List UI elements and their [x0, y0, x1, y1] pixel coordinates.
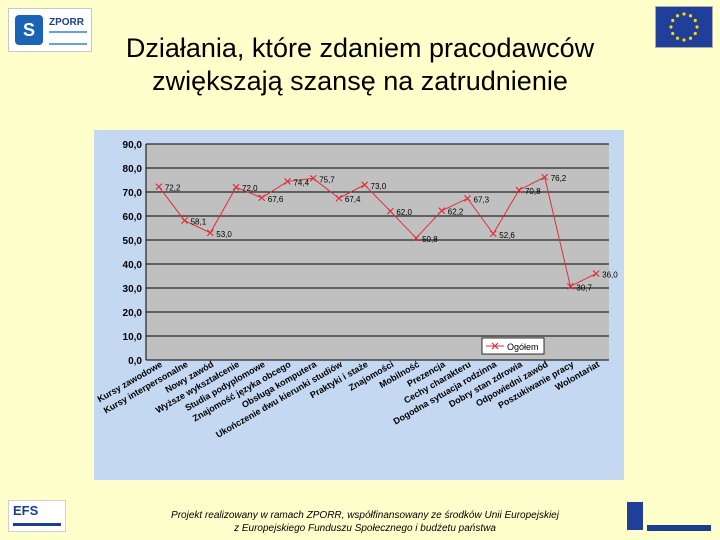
data-point: [541, 173, 549, 181]
eu-star: [688, 14, 693, 18]
y-tick-label: 50,0: [123, 236, 143, 247]
plot-area: [146, 144, 609, 360]
data-point: [155, 183, 163, 191]
data-label: 72,2: [165, 184, 181, 193]
legend-marker: [491, 342, 499, 350]
data-label: 75,7: [319, 175, 335, 184]
zporr-logo-text: ZPORR: [49, 17, 84, 28]
eu-star: [675, 36, 680, 40]
line-chart: 0,0 10,0 20,0 30,0 40,0 50,0 60,0 70,0 80,0 90,0 K…: [94, 130, 624, 480]
data-label: 62,0: [396, 208, 412, 217]
eu-flag-logo: [655, 6, 713, 48]
series-line-ogolem: [158, 176, 597, 288]
data-point: [284, 178, 291, 185]
data-label: 36,0: [602, 271, 618, 280]
eu-star: [693, 31, 697, 36]
data-point: [438, 207, 446, 215]
eu-star: [675, 14, 680, 18]
zporr-logo: S ZPORR: [8, 8, 92, 52]
data-point: [335, 194, 343, 202]
efs-logo-bar: [13, 523, 61, 526]
zporr-logo-mark: S: [15, 15, 43, 45]
data-point: [412, 234, 420, 242]
title-line-2: zwiększają szansę na zatrudnienie: [152, 66, 568, 96]
data-label: 30,7: [576, 283, 592, 292]
data-label: 76,2: [551, 174, 567, 183]
data-label: 67,6: [268, 195, 284, 204]
eu-flag-small-icon: [627, 502, 643, 530]
efs-logo-text: EFS: [13, 503, 39, 518]
footer-line-2: z Europejskiego Funduszu Społecznego i b…: [234, 523, 496, 534]
legend-box: [481, 337, 545, 355]
data-label: 58,1: [191, 218, 207, 227]
efs-logo: EFS: [8, 500, 66, 532]
zporr-logo-lines: [49, 31, 87, 45]
chart-svg: 0,010,020,030,040,050,060,070,080,090,0K…: [96, 140, 619, 440]
eu-star: [671, 18, 675, 23]
data-point: [464, 195, 471, 202]
data-point: [232, 183, 240, 191]
data-label: 52,6: [499, 231, 515, 240]
european-social-fund-logo: [627, 498, 713, 534]
data-label: 50,8: [422, 235, 438, 244]
fs-logo-line-1: [647, 502, 711, 513]
data-label: 70,8: [525, 187, 541, 196]
data-label: 62,2: [448, 208, 464, 217]
eu-star: [671, 31, 675, 36]
fs-logo-line-2: [647, 513, 711, 524]
eu-star: [682, 12, 686, 16]
data-label: 73,0: [371, 182, 387, 191]
y-tick-label: 60,0: [123, 212, 143, 223]
data-label: 74,4: [293, 178, 309, 187]
y-tick-label: 30,0: [123, 284, 143, 295]
eu-star: [693, 18, 697, 23]
y-tick-label: 70,0: [123, 188, 143, 199]
eu-stars-icon: [669, 12, 699, 42]
eu-star: [695, 25, 699, 29]
page-title: Działania, które zdaniem pracodawców zwi…: [40, 32, 680, 98]
y-tick-label: 90,0: [123, 140, 143, 151]
data-point: [592, 270, 600, 278]
data-label: 67,3: [474, 195, 490, 204]
footer-line-1: Projekt realizowany w ramach ZPORR, wspó…: [171, 510, 559, 521]
data-point: [515, 186, 523, 194]
y-tick-label: 0,0: [128, 356, 142, 367]
data-label: 67,4: [345, 195, 361, 204]
footer-text: Projekt realizowany w ramach ZPORR, wspó…: [150, 509, 580, 535]
eu-star: [682, 38, 686, 42]
legend-label: Ogółem: [507, 342, 539, 352]
eu-star: [669, 25, 673, 29]
data-point: [206, 229, 214, 237]
y-tick-label: 10,0: [123, 332, 143, 343]
data-label: 53,0: [216, 230, 232, 239]
data-point: [489, 230, 497, 238]
data-point: [361, 181, 369, 189]
eu-star: [688, 36, 693, 40]
y-tick-label: 20,0: [123, 308, 143, 319]
y-tick-label: 80,0: [123, 164, 143, 175]
data-point: [258, 194, 266, 202]
data-point: [309, 174, 317, 182]
title-line-1: Działania, które zdaniem pracodawców: [125, 33, 595, 63]
data-point: [566, 282, 574, 290]
y-tick-label: 40,0: [123, 260, 143, 271]
fs-logo-line-3: [647, 525, 711, 531]
data-point: [181, 217, 189, 224]
data-label: 72,0: [242, 184, 258, 193]
data-point: [386, 207, 394, 215]
